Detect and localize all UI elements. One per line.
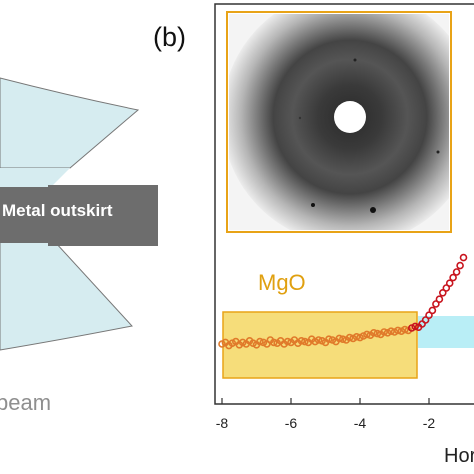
mgo-region-box xyxy=(222,311,418,379)
data-point xyxy=(411,322,420,331)
data-points xyxy=(218,253,468,350)
x-tick-label: -2 xyxy=(422,415,436,431)
diffraction-spot xyxy=(436,150,440,154)
data-point xyxy=(456,261,464,270)
x-tick-label: -8 xyxy=(215,415,229,431)
x-axis-ticks xyxy=(221,398,430,404)
cyan-band xyxy=(418,316,474,348)
data-point xyxy=(421,316,430,324)
diffraction-spot xyxy=(311,203,315,207)
diffraction-spot xyxy=(298,116,302,120)
data-point xyxy=(387,327,395,336)
metal-outskirt-arrow xyxy=(0,185,158,246)
data-point xyxy=(373,329,382,338)
data-point xyxy=(335,334,344,343)
data-point xyxy=(445,279,454,288)
plot-frame xyxy=(214,3,474,405)
data-point xyxy=(401,325,409,334)
data-point xyxy=(345,333,354,342)
mgo-region-label: MgO xyxy=(258,270,306,295)
data-point xyxy=(380,328,388,336)
data-point xyxy=(283,337,292,346)
x-tick-label: -4 xyxy=(353,415,367,431)
diffraction-pattern-image xyxy=(229,14,449,230)
data-point xyxy=(369,328,378,337)
data-point xyxy=(363,330,371,339)
data-point xyxy=(314,336,323,344)
data-point xyxy=(459,253,468,262)
data-point xyxy=(297,336,306,345)
panel-label: (b) xyxy=(153,22,186,52)
data-point xyxy=(452,268,461,276)
beam-cone-center xyxy=(0,168,70,242)
data-point xyxy=(425,311,433,320)
metal-outskirt-label: Metal outskirt xyxy=(2,201,113,220)
data-point xyxy=(300,337,309,346)
data-point xyxy=(352,332,361,341)
beam-label: beam xyxy=(0,390,52,415)
beam-cone xyxy=(0,77,140,351)
data-point xyxy=(438,288,447,297)
data-point xyxy=(449,273,457,282)
data-point xyxy=(256,337,264,346)
diffraction-spot xyxy=(370,207,376,213)
data-point xyxy=(428,306,437,315)
data-point xyxy=(269,338,278,347)
data-point xyxy=(338,335,347,344)
diffraction-spot xyxy=(353,58,357,62)
data-point xyxy=(325,335,333,344)
data-point xyxy=(432,300,440,308)
data-point xyxy=(435,295,444,304)
x-tick-label: -6 xyxy=(284,415,298,431)
data-point xyxy=(442,284,451,292)
x-axis-title: Horiz xyxy=(444,445,474,467)
data-point xyxy=(394,326,402,335)
